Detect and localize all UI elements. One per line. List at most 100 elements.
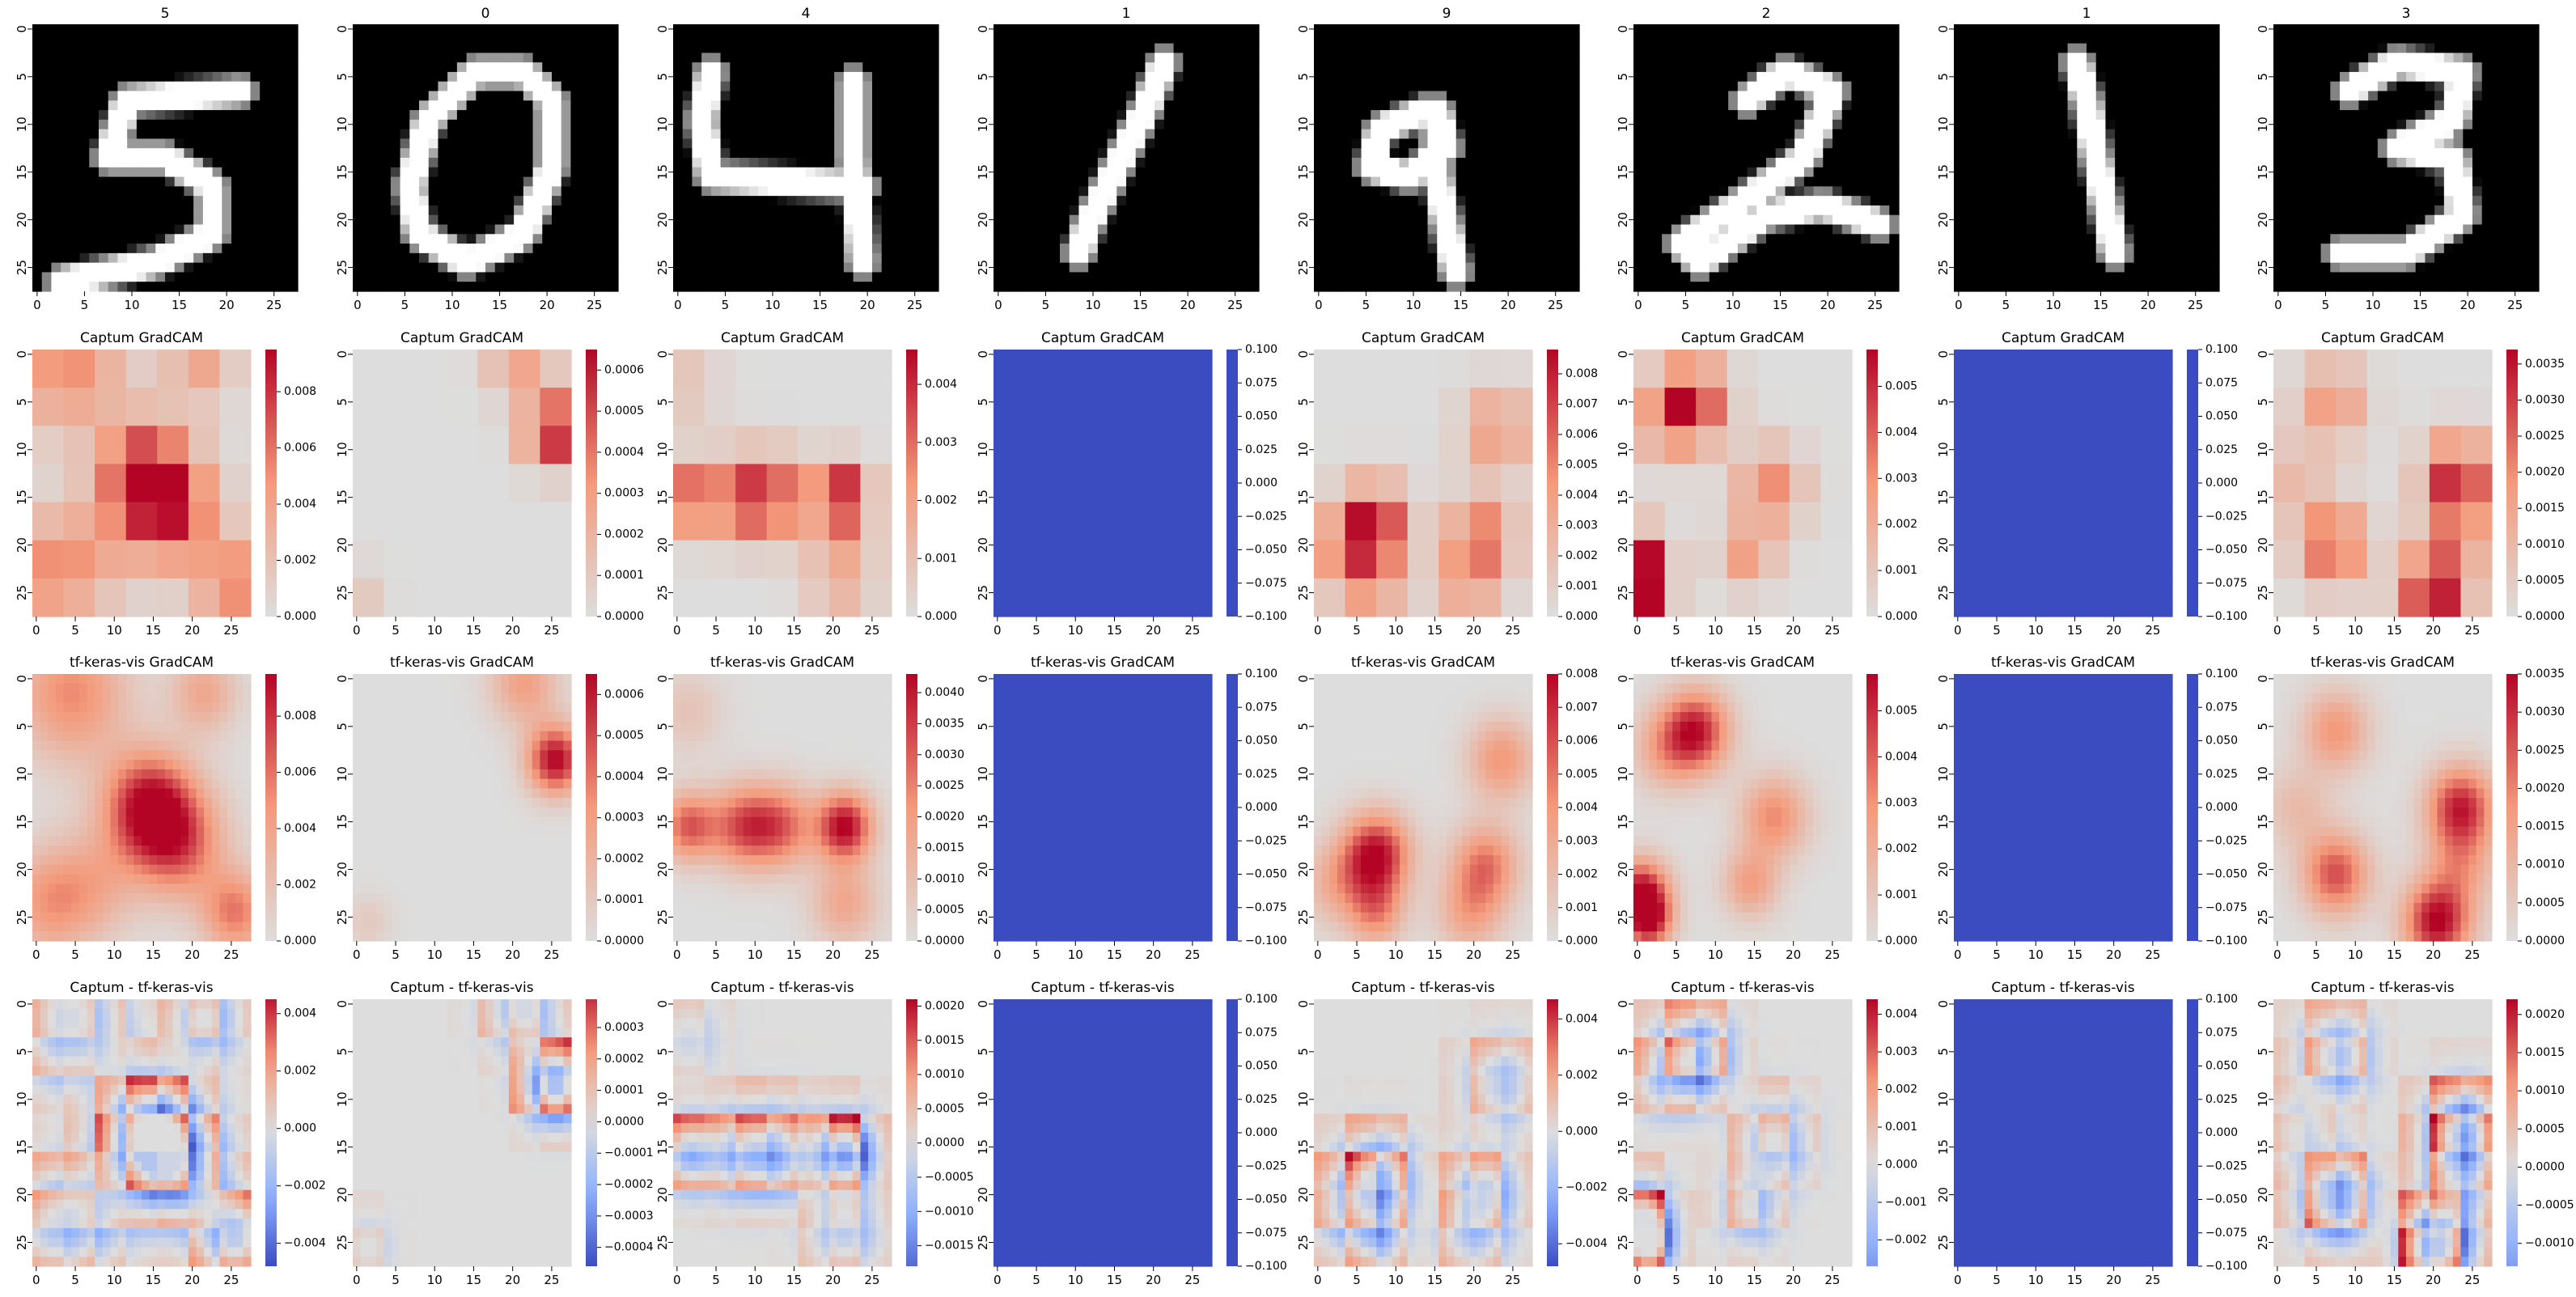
x-tick-label: 10: [2365, 298, 2380, 312]
x-tick-label: 10: [427, 623, 443, 638]
y-tick-label: 0: [2256, 350, 2270, 358]
colorbar-tick-label: 0.004: [284, 498, 316, 511]
y-tick-label: 0: [1936, 675, 1951, 683]
y-tick-label: 20: [655, 537, 670, 553]
x-tick-label: 10: [427, 947, 443, 962]
y-tick-label: 10: [1296, 442, 1311, 457]
x-tick-label: 5: [1672, 947, 1680, 962]
x-tick-label: 15: [466, 623, 481, 638]
panel-title: Captum - tf-keras-vis: [710, 980, 854, 996]
y-tick-label: 15: [1936, 164, 1951, 180]
y-tick-label: 5: [1936, 1048, 1951, 1056]
x-tick-label: 5: [71, 947, 79, 962]
colorbar-tick-label: 0.004: [1885, 426, 1917, 439]
colorbar-tick-label: 0.075: [2205, 376, 2238, 389]
colorbar-tick-label: 0.000: [2205, 801, 2238, 814]
colorbar-tick-label: 0.100: [1245, 993, 1277, 1006]
y-tick-label: 15: [655, 1139, 670, 1155]
y-tick-label: 20: [15, 212, 29, 227]
colorbar-tick-label: −0.025: [2205, 510, 2248, 523]
colorbar-tick-label: −0.004: [284, 1237, 326, 1250]
x-tick-label: 5: [1353, 1273, 1361, 1287]
colorbar-tick-label: 0.050: [1245, 1060, 1277, 1073]
colorbar-tick-label: 0.000: [1245, 477, 1277, 490]
colorbar-tick-label: 0.003: [925, 436, 957, 449]
x-tick-label: 25: [1548, 298, 1563, 312]
diff-heatmap-panel: Captum - tf-keras-vis0055101015152020252…: [2256, 980, 2574, 1287]
y-tick-label: 5: [1936, 723, 1951, 731]
tfkeras-heatmap-panel: tf-keras-vis GradCAM00551010151520202525…: [15, 655, 316, 962]
colorbar-tick-label: −0.075: [1245, 901, 1287, 914]
y-tick-label: 15: [1616, 164, 1630, 180]
captum-heatmap-panel: Captum GradCAM005510101515202025250.0080…: [1296, 330, 1598, 638]
y-tick-label: 5: [655, 398, 670, 406]
colorbar-tick-label: 0.000: [925, 610, 957, 623]
y-tick-label: 5: [2256, 398, 2270, 406]
colorbar-tick-label: −0.0010: [2525, 1237, 2574, 1250]
x-tick-label: 10: [1388, 623, 1404, 638]
panel-title: 0: [481, 6, 490, 22]
colorbar-tick-label: 0.0000: [604, 610, 644, 623]
y-tick-label: 0: [1296, 1000, 1311, 1008]
y-tick-label: 10: [1616, 1091, 1630, 1107]
colorbar-tick-label: 0.050: [2205, 735, 2238, 748]
colorbar-tick-label: 0.100: [1245, 668, 1277, 680]
y-tick-label: 20: [15, 537, 29, 553]
x-tick-label: 0: [32, 947, 40, 962]
y-tick-label: 0: [335, 25, 350, 33]
colorbar-tick-label: −0.0004: [604, 1241, 654, 1254]
x-tick-label: 5: [1353, 947, 1361, 962]
x-tick-label: 10: [1405, 298, 1421, 312]
y-tick-label: 5: [2256, 1048, 2270, 1056]
y-tick-label: 15: [655, 490, 670, 505]
tfkeras-heatmap-panel: tf-keras-vis GradCAM00551010151520202525…: [1936, 655, 2248, 962]
colorbar-tick-label: 0.006: [1566, 428, 1598, 441]
x-tick-label: 0: [1634, 298, 1642, 312]
colorbar-tick-label: 0.0006: [604, 363, 644, 376]
colorbar-tick-label: 0.0006: [604, 688, 644, 701]
colorbar-tick-label: 0.0030: [2525, 706, 2565, 718]
x-tick-label: 15: [146, 1273, 161, 1287]
panel-title: Captum - tf-keras-vis: [1031, 980, 1174, 996]
x-tick-label: 5: [1032, 623, 1040, 638]
y-tick-label: 0: [1616, 350, 1630, 358]
y-tick-label: 10: [1296, 766, 1311, 782]
y-tick-label: 0: [1616, 675, 1630, 683]
y-tick-label: 20: [15, 1187, 29, 1202]
x-tick-label: 20: [1146, 947, 1161, 962]
y-tick-label: 15: [15, 490, 29, 505]
y-tick-label: 0: [1616, 25, 1630, 33]
y-tick-label: 5: [976, 398, 990, 406]
x-tick-label: 10: [1708, 947, 1723, 962]
colorbar-tick-label: −0.025: [1245, 834, 1287, 847]
x-tick-label: 5: [712, 623, 720, 638]
y-tick-label: 20: [655, 1187, 670, 1202]
y-tick-label: 20: [2256, 537, 2270, 553]
colorbar: [1227, 674, 1238, 941]
x-tick-label: 25: [1867, 298, 1883, 312]
colorbar-tick-label: 0.006: [1566, 735, 1598, 748]
y-tick-label: 20: [335, 537, 350, 553]
x-tick-label: 15: [1107, 1273, 1122, 1287]
x-tick-label: 5: [712, 1273, 720, 1287]
colorbar-tick-label: 0.0025: [925, 779, 964, 792]
x-tick-label: 5: [71, 623, 79, 638]
x-tick-label: 25: [907, 298, 922, 312]
y-tick-label: 15: [1936, 1139, 1951, 1155]
colorbar-tick-label: 0.025: [1245, 768, 1277, 781]
x-tick-label: 15: [786, 623, 802, 638]
colorbar-tick-label: 0.050: [1245, 735, 1277, 748]
colorbar-tick-label: 0.0015: [2525, 1046, 2565, 1059]
y-tick-label: 20: [2256, 1187, 2270, 1202]
y-tick-label: 25: [15, 1235, 29, 1250]
colorbar-tick-label: 0.002: [284, 879, 316, 892]
colorbar-tick-label: 0.001: [1566, 901, 1598, 914]
x-tick-label: 10: [748, 623, 763, 638]
x-tick-label: 0: [1954, 947, 1962, 962]
y-tick-label: 15: [335, 164, 350, 180]
colorbar-tick-label: −0.0005: [925, 1171, 974, 1184]
colorbar-tick-label: 0.0005: [2525, 1122, 2565, 1135]
panel-title: Captum - tf-keras-vis: [70, 980, 213, 996]
